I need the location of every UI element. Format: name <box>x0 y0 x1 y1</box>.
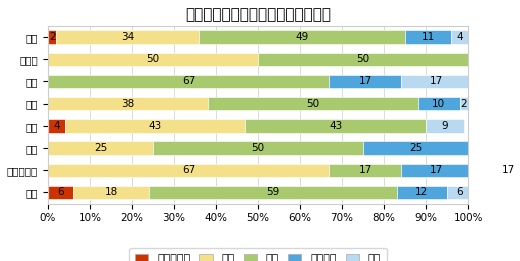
Text: 4: 4 <box>53 121 60 131</box>
Text: 6: 6 <box>57 187 64 198</box>
Text: 59: 59 <box>266 187 279 198</box>
Title: 経営者の供給意欲について（割合）: 経営者の供給意欲について（割合） <box>185 7 331 22</box>
Text: 50: 50 <box>357 54 370 64</box>
Text: 34: 34 <box>121 32 134 42</box>
Text: 25: 25 <box>409 143 422 153</box>
Text: 38: 38 <box>121 99 134 109</box>
Bar <box>153 141 363 155</box>
Text: 25: 25 <box>94 143 107 153</box>
Bar <box>472 164 520 177</box>
Text: 67: 67 <box>182 165 196 175</box>
Bar <box>207 97 418 110</box>
Text: 11: 11 <box>422 32 435 42</box>
Bar <box>363 141 468 155</box>
Bar <box>48 119 64 133</box>
Bar <box>48 75 330 88</box>
Bar <box>48 164 330 177</box>
Bar <box>460 97 468 110</box>
Text: 17: 17 <box>430 165 443 175</box>
Bar <box>401 164 472 177</box>
Text: 2: 2 <box>49 32 56 42</box>
Legend: かなり強い, 強い, 普通, やや弱い, 弱い: かなり強い, 強い, 普通, やや弱い, 弱い <box>129 248 386 261</box>
Bar <box>426 119 464 133</box>
Bar <box>48 52 258 66</box>
Text: 17: 17 <box>501 165 515 175</box>
Bar <box>48 30 56 44</box>
Bar <box>48 97 207 110</box>
Text: 18: 18 <box>105 187 118 198</box>
Bar <box>418 97 460 110</box>
Bar <box>149 186 397 199</box>
Bar <box>397 186 447 199</box>
Bar <box>245 119 426 133</box>
Text: 10: 10 <box>432 99 445 109</box>
Text: 12: 12 <box>415 187 428 198</box>
Text: 49: 49 <box>295 32 309 42</box>
Bar <box>56 30 199 44</box>
Text: 17: 17 <box>359 165 372 175</box>
Bar <box>401 75 472 88</box>
Text: 9: 9 <box>441 121 448 131</box>
Text: 17: 17 <box>359 76 372 86</box>
Bar <box>64 119 245 133</box>
Bar <box>258 52 468 66</box>
Text: 43: 43 <box>148 121 162 131</box>
Text: 17: 17 <box>430 76 443 86</box>
Bar <box>73 186 149 199</box>
Bar <box>48 186 73 199</box>
Bar <box>330 164 401 177</box>
Bar <box>330 75 401 88</box>
Text: 43: 43 <box>329 121 342 131</box>
Bar <box>447 186 472 199</box>
Text: 50: 50 <box>147 54 160 64</box>
Text: 2: 2 <box>461 99 467 109</box>
Bar <box>199 30 405 44</box>
Text: 67: 67 <box>182 76 196 86</box>
Bar <box>405 30 451 44</box>
Bar <box>451 30 468 44</box>
Text: 6: 6 <box>457 187 463 198</box>
Bar <box>48 141 153 155</box>
Text: 50: 50 <box>306 99 319 109</box>
Text: 4: 4 <box>457 32 463 42</box>
Text: 50: 50 <box>252 143 265 153</box>
